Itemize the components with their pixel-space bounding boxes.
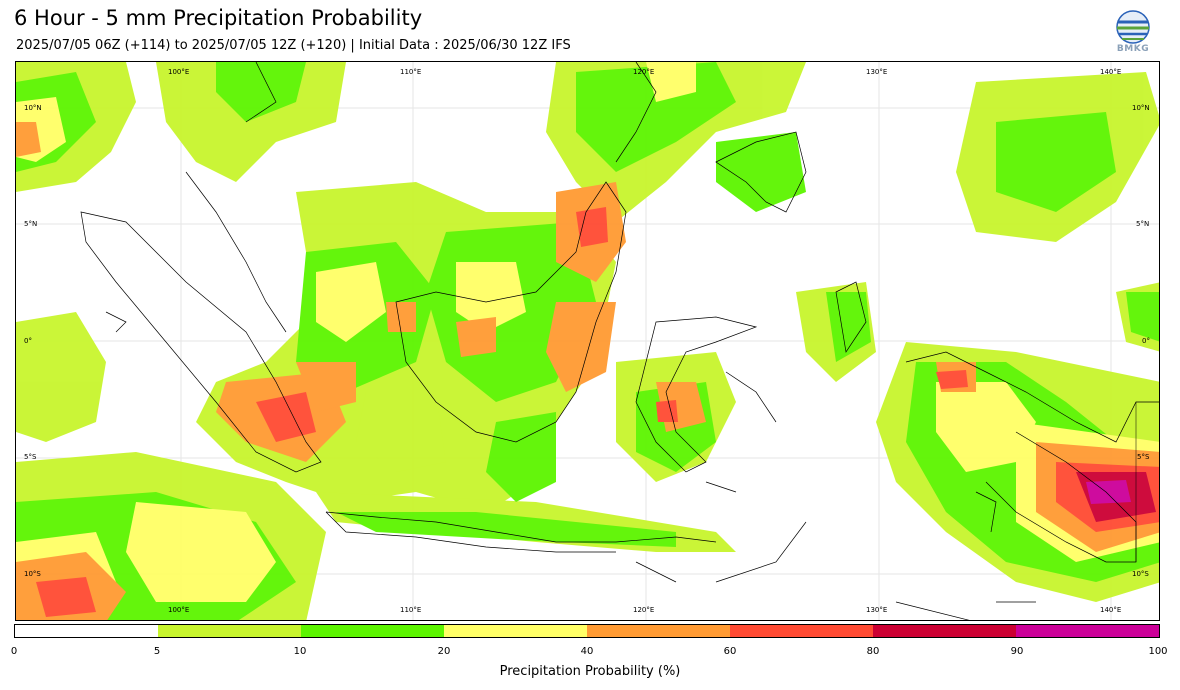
colorbar-title: Precipitation Probability (%) xyxy=(499,664,681,679)
colorbar-segment xyxy=(15,625,158,637)
bmkg-logo-icon xyxy=(1114,10,1152,54)
colorbar-tick-label: 10 xyxy=(293,646,307,657)
lat-label-left: 10°S xyxy=(24,570,41,578)
colorbar-segment xyxy=(444,625,587,637)
lon-label-top: 110°E xyxy=(400,68,422,76)
lat-label-left: 5°N xyxy=(24,220,38,228)
lon-label-bottom: 120°E xyxy=(633,606,655,614)
lat-label-left: 10°N xyxy=(24,104,42,112)
colorbar-tick-label: 90 xyxy=(1010,646,1024,657)
lat-label-right: 10°N xyxy=(1132,104,1150,112)
colorbar-segment xyxy=(587,625,730,637)
precipitation-map: 100°E 110°E 120°E 130°E 140°E 100°E 110°… xyxy=(15,61,1160,621)
colorbar-tick-label: 5 xyxy=(153,646,161,657)
coastlines xyxy=(80,62,1159,620)
colorbar xyxy=(14,624,1160,638)
colorbar-tick-label: 80 xyxy=(866,646,880,657)
lon-label-top: 140°E xyxy=(1100,68,1122,76)
colorbar-segment xyxy=(730,625,873,637)
lat-label-right: 5°S xyxy=(1137,453,1150,461)
lon-label-top: 130°E xyxy=(866,68,888,76)
lat-label-left: 5°S xyxy=(24,453,37,461)
precip-field xyxy=(16,62,1159,620)
colorbar-segment xyxy=(873,625,1016,637)
lat-label-right: 5°N xyxy=(1136,220,1150,228)
lon-label-top: 100°E xyxy=(168,68,190,76)
logo-text: BMKG xyxy=(1116,44,1150,54)
map-title: 6 Hour - 5 mm Precipitation Probability xyxy=(14,6,423,30)
colorbar-tick-label: 60 xyxy=(723,646,737,657)
map-subtitle: 2025/07/05 06Z (+114) to 2025/07/05 12Z … xyxy=(16,38,571,53)
colorbar-segment xyxy=(1016,625,1159,637)
colorbar-tick-label: 40 xyxy=(580,646,594,657)
colorbar-tick-label: 100 xyxy=(1148,646,1168,657)
colorbar-segment xyxy=(301,625,444,637)
lon-label-bottom: 100°E xyxy=(168,606,190,614)
lon-label-bottom: 110°E xyxy=(400,606,422,614)
lat-label-right: 10°S xyxy=(1132,570,1149,578)
lon-label-top: 120°E xyxy=(633,68,655,76)
colorbar-tick-label: 20 xyxy=(437,646,451,657)
lat-label-right: 0° xyxy=(1142,337,1150,345)
lon-label-bottom: 140°E xyxy=(1100,606,1122,614)
lat-label-left: 0° xyxy=(24,337,32,345)
map-canvas xyxy=(16,62,1159,620)
lon-label-bottom: 130°E xyxy=(866,606,888,614)
colorbar-tick-label: 0 xyxy=(10,646,18,657)
colorbar-segment xyxy=(158,625,301,637)
